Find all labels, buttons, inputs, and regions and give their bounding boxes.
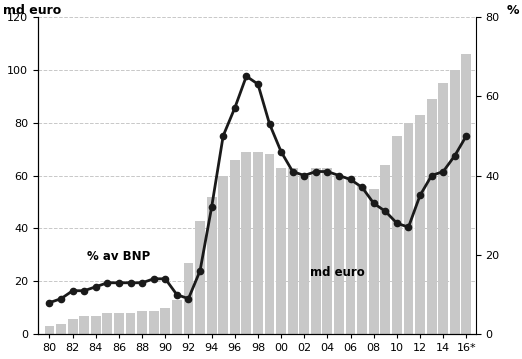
Bar bbox=[68, 318, 78, 335]
Bar bbox=[172, 300, 182, 335]
Bar bbox=[102, 313, 112, 335]
Bar bbox=[276, 168, 286, 335]
Text: md euro: md euro bbox=[3, 4, 61, 17]
Bar bbox=[438, 83, 448, 335]
Bar bbox=[357, 186, 367, 335]
Bar bbox=[299, 176, 309, 335]
Bar bbox=[126, 313, 136, 335]
Bar bbox=[323, 168, 333, 335]
Bar bbox=[91, 316, 101, 335]
Bar bbox=[334, 176, 344, 335]
Bar bbox=[79, 316, 89, 335]
Bar bbox=[369, 189, 378, 335]
Bar bbox=[415, 115, 425, 335]
Bar bbox=[381, 165, 390, 335]
Bar bbox=[265, 154, 275, 335]
Bar bbox=[114, 313, 124, 335]
Bar bbox=[207, 197, 217, 335]
Text: % av BNP: % av BNP bbox=[87, 250, 150, 263]
Bar bbox=[137, 311, 147, 335]
Text: md euro: md euro bbox=[310, 266, 365, 279]
Bar bbox=[288, 168, 298, 335]
Bar bbox=[392, 136, 402, 335]
Bar bbox=[218, 176, 228, 335]
Text: %: % bbox=[506, 4, 519, 17]
Bar bbox=[253, 152, 263, 335]
Bar bbox=[184, 263, 193, 335]
Bar bbox=[404, 122, 413, 335]
Bar bbox=[426, 99, 436, 335]
Bar bbox=[160, 308, 170, 335]
Bar bbox=[149, 311, 159, 335]
Bar bbox=[56, 324, 66, 335]
Bar bbox=[44, 326, 54, 335]
Bar bbox=[195, 220, 205, 335]
Bar bbox=[450, 70, 460, 335]
Bar bbox=[461, 54, 471, 335]
Bar bbox=[230, 160, 240, 335]
Bar bbox=[242, 152, 251, 335]
Bar bbox=[346, 178, 355, 335]
Bar bbox=[311, 168, 321, 335]
